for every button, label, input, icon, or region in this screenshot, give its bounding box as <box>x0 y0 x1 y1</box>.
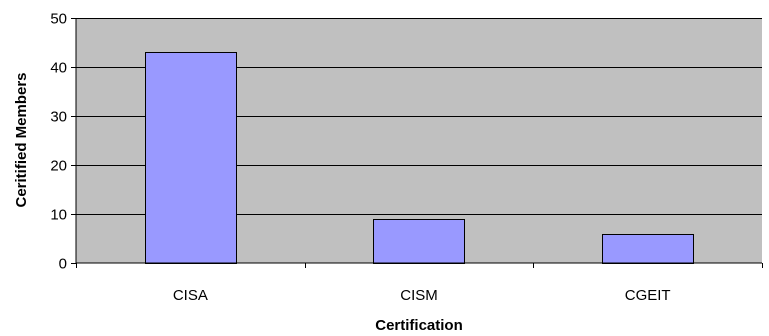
x-tick-labels: CISA CISM CGEIT <box>173 287 671 304</box>
y-tick-labels: 0 10 20 30 40 50 <box>50 11 67 273</box>
y-tick-label: 0 <box>59 256 67 273</box>
axes <box>71 18 763 268</box>
y-tick-label: 30 <box>50 109 67 126</box>
x-tick-label: CGEIT <box>625 287 671 304</box>
y-axis-title: Ceritified Members <box>13 72 30 207</box>
bar <box>602 234 694 264</box>
x-axis-title: Certification <box>375 317 463 334</box>
y-tick-label: 50 <box>50 11 67 28</box>
x-tick-label: CISA <box>173 287 208 304</box>
bars <box>145 52 694 264</box>
x-tick-label: CISM <box>400 287 438 304</box>
y-tick-label: 40 <box>50 60 67 77</box>
bar <box>373 219 465 264</box>
bar <box>145 52 237 264</box>
y-tick-label: 10 <box>50 207 67 224</box>
y-tick-label: 20 <box>50 158 67 175</box>
